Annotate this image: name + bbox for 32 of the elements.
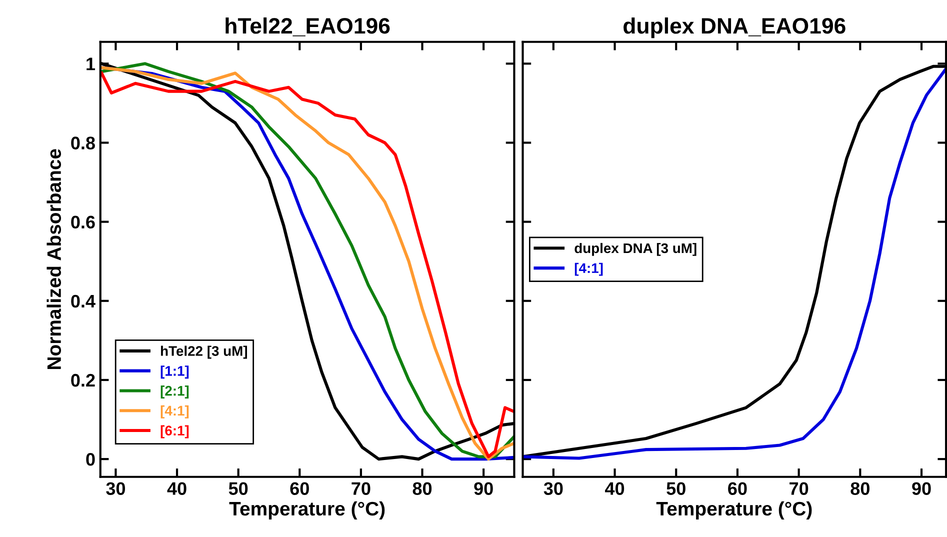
legend-label: [4:1] [574, 262, 603, 276]
x-tick-label: 80 [850, 482, 870, 495]
x-tick-label: 50 [228, 482, 248, 495]
x-axis-title: Temperature (°C) [656, 501, 812, 520]
x-tick-label: 30 [106, 482, 126, 496]
y-tick-label: 0 [86, 452, 95, 466]
legend-label: duplex DNA [3 uM] [574, 242, 696, 256]
legend-label: hTel22 [3 uM] [161, 346, 247, 359]
x-tick-label: 90 [912, 482, 931, 495]
chart-title: duplex DNA_EAO196 [624, 17, 846, 38]
x-tick-label: 70 [790, 482, 808, 495]
x-tick-label: 60 [290, 482, 309, 495]
x-tick-label: 90 [474, 482, 493, 495]
x-axis-title: Temperature (°C) [229, 501, 385, 520]
chart-title: hTel22_EAO196 [226, 17, 390, 36]
x-tick-label: 60 [728, 482, 747, 495]
x-tick-label: 40 [167, 482, 186, 495]
x-tick-label: 40 [605, 482, 624, 495]
y-tick-label: 0.6 [71, 216, 95, 229]
x-tick-label: 80 [412, 482, 432, 495]
legend-label: [1:1] [160, 366, 189, 379]
x-tick-label: 30 [544, 482, 563, 496]
y-axis-title: Normalized Absorbance [46, 149, 62, 369]
y-tick-label: 1 [86, 58, 96, 70]
legend-label: [4:1] [160, 405, 189, 418]
x-tick-label: 50 [666, 482, 686, 495]
y-tick-label: 0.4 [71, 294, 96, 308]
legend-label: [6:1] [160, 425, 189, 438]
y-tick-label: 0.8 [71, 136, 95, 150]
y-tick-label: 0.2 [71, 374, 95, 387]
legend-label: [2:1] [160, 386, 189, 398]
x-tick-label: 70 [352, 482, 370, 495]
